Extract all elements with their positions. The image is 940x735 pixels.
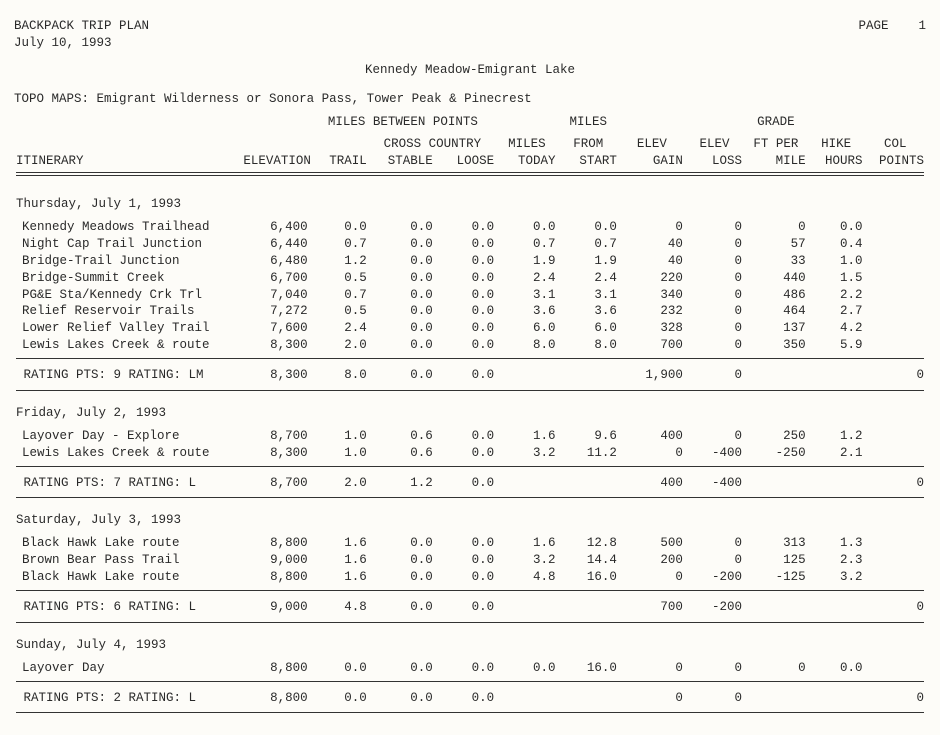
rating-row: RATING PTS: 2 RATING: L8,8000.00.00.0000 — [14, 686, 926, 709]
table-row: Night Cap Trail Junction6,4400.70.00.00.… — [14, 236, 926, 253]
column-group-row-1: MILES BETWEEN POINTS MILES GRADE — [14, 108, 926, 131]
table-row: Bridge-Trail Junction6,4801.20.00.01.91.… — [14, 253, 926, 270]
trip-title: Kennedy Meadow-Emigrant Lake — [14, 62, 926, 79]
topo-value: Emigrant Wilderness or Sonora Pass, Towe… — [97, 92, 532, 106]
table-row: PG&E Sta/Kennedy Crk Trl7,0400.70.00.03.… — [14, 287, 926, 304]
page-number: 1 — [918, 19, 926, 33]
table-row: Black Hawk Lake route8,8001.60.00.04.816… — [14, 569, 926, 586]
rating-row: RATING PTS: 9 RATING: LM8,3008.00.00.01,… — [14, 363, 926, 386]
table-row: Relief Reservoir Trails7,2720.50.00.03.6… — [14, 303, 926, 320]
doc-date: July 10, 1993 — [14, 35, 149, 52]
table-row: Lower Relief Valley Trail7,6002.40.00.06… — [14, 320, 926, 337]
table-row: Layover Day8,8000.00.00.00.016.00000.0 — [14, 660, 926, 677]
itinerary-table: MILES BETWEEN POINTS MILES GRADE CROSS C… — [14, 108, 926, 718]
day-header: Saturday, July 3, 1993 — [14, 502, 926, 529]
doc-title: BACKPACK TRIP PLAN — [14, 18, 149, 35]
table-row: Layover Day - Explore8,7001.00.60.01.69.… — [14, 428, 926, 445]
day-header: Friday, July 2, 1993 — [14, 395, 926, 422]
table-row: Bridge-Summit Creek6,7000.50.00.02.42.42… — [14, 270, 926, 287]
rating-row: RATING PTS: 7 RATING: L8,7002.01.20.0400… — [14, 471, 926, 494]
table-row: Lewis Lakes Creek & route8,3001.00.60.03… — [14, 445, 926, 462]
page-label: PAGE — [858, 19, 888, 33]
table-row: Lewis Lakes Creek & route8,3002.00.00.08… — [14, 337, 926, 354]
column-header-row: ITINERARY ELEVATION TRAIL STABLE LOOSE T… — [14, 153, 926, 170]
day-header: Thursday, July 1, 1993 — [14, 186, 926, 213]
day-header: Sunday, July 4, 1993 — [14, 627, 926, 654]
column-group-row-2: CROSS COUNTRY MILES FROM ELEV ELEV FT PE… — [14, 130, 926, 153]
topo-label: TOPO MAPS: — [14, 92, 89, 106]
rating-row: RATING PTS: 6 RATING: L9,0004.80.00.0700… — [14, 595, 926, 618]
table-row: Brown Bear Pass Trail9,0001.60.00.03.214… — [14, 552, 926, 569]
table-row: Black Hawk Lake route8,8001.60.00.01.612… — [14, 535, 926, 552]
table-row: Kennedy Meadows Trailhead6,4000.00.00.00… — [14, 219, 926, 236]
